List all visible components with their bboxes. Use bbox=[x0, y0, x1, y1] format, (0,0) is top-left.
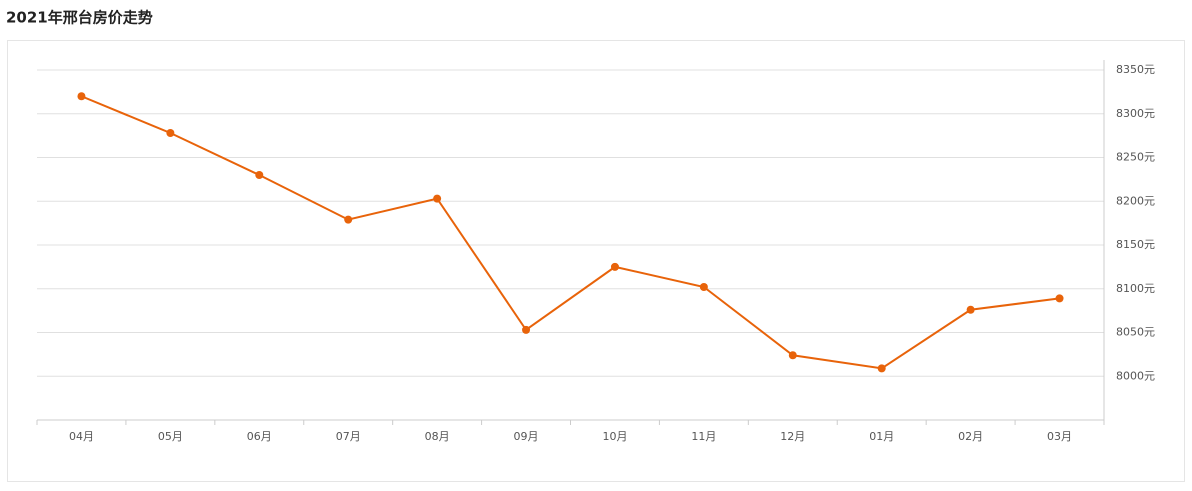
y-tick-label: 8200元 bbox=[1116, 194, 1155, 207]
x-tick-label: 09月 bbox=[514, 430, 539, 443]
marker bbox=[433, 194, 442, 203]
y-tick-label: 8000元 bbox=[1116, 369, 1155, 382]
chart-title: 2021年邢台房价走势 bbox=[6, 9, 153, 27]
x-tick-label: 10月 bbox=[602, 430, 627, 443]
marker bbox=[255, 171, 264, 179]
x-tick-label: 01月 bbox=[869, 430, 894, 443]
marker bbox=[522, 325, 531, 334]
marker bbox=[610, 262, 619, 271]
marker bbox=[788, 351, 797, 360]
marker bbox=[699, 283, 708, 291]
y-tick-label: 8150元 bbox=[1116, 238, 1155, 251]
y-tick-label: 8300元 bbox=[1116, 107, 1155, 120]
marker bbox=[344, 215, 353, 224]
marker bbox=[166, 129, 175, 137]
x-tick-label: 04月 bbox=[69, 430, 94, 443]
y-tick-label: 8350元 bbox=[1116, 63, 1155, 76]
x-tick-label: 06月 bbox=[247, 430, 272, 443]
y-tick-label: 8100元 bbox=[1116, 282, 1155, 295]
x-tick-label: 11月 bbox=[691, 430, 716, 443]
marker bbox=[877, 364, 886, 373]
marker bbox=[1055, 294, 1064, 303]
line bbox=[81, 95, 1060, 370]
chart-frame bbox=[7, 40, 1185, 482]
y-tick-label: 8250元 bbox=[1116, 151, 1155, 164]
marker bbox=[966, 305, 975, 314]
marker bbox=[77, 92, 86, 101]
x-tick-label: 07月 bbox=[336, 430, 361, 443]
x-tick-label: 05月 bbox=[158, 430, 183, 443]
x-tick-label: 12月 bbox=[780, 430, 805, 443]
y-tick-label: 8050元 bbox=[1116, 326, 1155, 339]
x-tick-label: 08月 bbox=[425, 430, 450, 443]
x-tick-label: 03月 bbox=[1047, 430, 1072, 443]
x-tick-label: 02月 bbox=[958, 430, 983, 443]
